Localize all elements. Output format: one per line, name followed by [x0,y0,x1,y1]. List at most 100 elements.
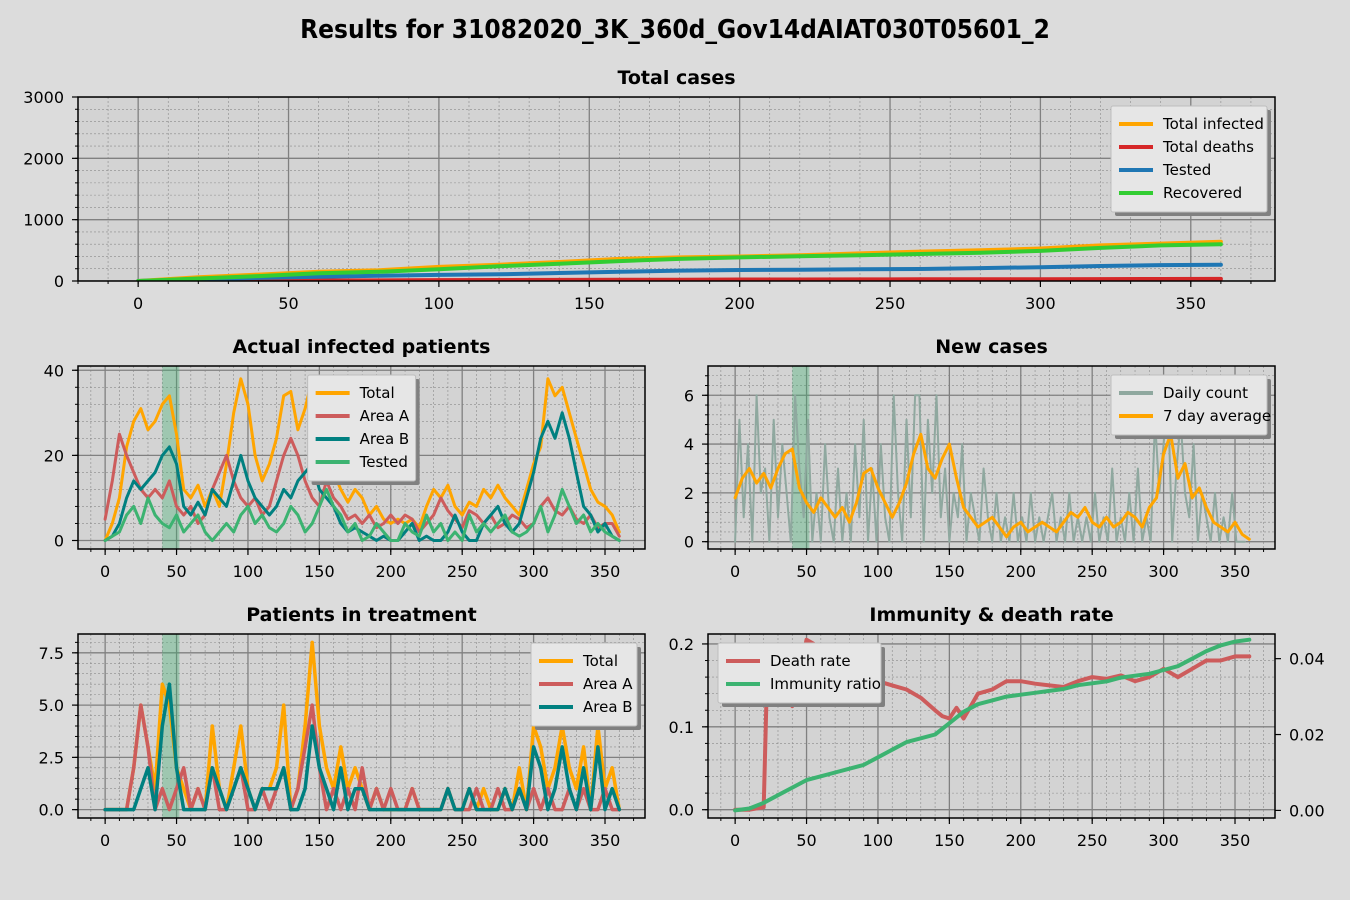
chart-title: Patients in treatment [246,604,476,626]
y-tick-label: 0.2 [669,635,694,654]
x-tick-label: 100 [863,831,894,850]
axes-frame [707,365,1276,550]
grid [78,97,1275,281]
x-tick-label: 350 [1176,294,1207,313]
shaded-span [162,366,180,549]
legend-label: Recovered [1163,184,1242,202]
x-tick-label: 350 [590,562,621,581]
x-tick-label: 100 [424,294,455,313]
legend-label: Daily count [1163,384,1248,402]
legend-label: Area B [583,698,633,716]
y-tick-label: 1000 [23,211,64,230]
y-tick-label: 6 [684,386,694,405]
x-tick-label: 0 [100,562,110,581]
y-tick-label: 2000 [23,149,64,168]
x-tick-label: 100 [233,831,264,850]
x-tick-label: 150 [304,562,335,581]
y-tick-label: 2 [684,484,694,503]
series-line-immunity-ratio [733,637,1252,813]
x-tick-label: 100 [233,562,264,581]
legend: Total Area A Area B [530,642,641,730]
chart-title: Immunity & death rate [869,604,1113,626]
chart-title: New cases [935,336,1048,358]
legend-label: Immunity ratio [770,675,881,693]
x-tick-label: 150 [934,831,965,850]
x-tick-label: 0 [730,831,740,850]
legend-label: Total infected [1162,115,1264,133]
x-tick-label: 200 [376,831,407,850]
x-tick-label: 250 [447,831,478,850]
x-tick-label: 350 [1220,831,1251,850]
chart-title: Total cases [617,67,735,89]
legend: Death rate Immunity ratio [717,642,885,707]
x-tick-label: 350 [590,831,621,850]
x-tick-label: 300 [1148,831,1179,850]
legend-label: Total [582,652,618,670]
y-tick-label: 0.0 [669,801,694,820]
series-line-recovered [136,242,1223,281]
x-tick-label: 250 [1077,831,1108,850]
x-tick-label: 150 [574,294,605,313]
series-group [103,377,621,542]
series-line-total [103,377,621,542]
x-tick-label: 0 [133,294,143,313]
y-right-tick-label: 0.00 [1289,801,1325,820]
y-tick-label: 5.0 [39,696,64,715]
axes-frame [77,365,646,550]
legend-box [717,642,882,704]
x-tick-label: 0 [100,831,110,850]
y-tick-label: 7.5 [39,644,64,663]
y-tick-label: 20 [44,446,64,465]
y-tick-label: 0 [54,531,64,550]
chart-new_cases: New cases 0 50 100 150 200 250 300 350 0 2 4 6 Daily … [684,336,1276,581]
x-tick-label: 250 [875,294,906,313]
legend: Daily count 7 day average [1110,374,1271,439]
x-tick-label: 350 [1220,562,1251,581]
x-tick-label: 150 [304,831,335,850]
legend: Total infected Total deaths Tested Recovere… [1110,105,1271,216]
x-tick-label: 0 [730,562,740,581]
legend: Total Area A Area B Tested [307,374,420,485]
y-tick-label: 4 [684,435,694,454]
x-tick-label: 300 [1025,294,1056,313]
chart-immunity_death: Immunity & death rate 0 50 100 150 200 250 300 3… [669,604,1325,850]
y-right-tick-label: 0.04 [1289,650,1325,669]
legend-box [1110,105,1268,213]
figure-title: Results for 31082020_3K_360d_Gov14dAIAT0… [300,15,1050,45]
y-right-tick-label: 0.02 [1289,726,1325,745]
y-tick-label: 0.0 [39,801,64,820]
axes-frame [707,633,1276,819]
y-tick-label: 0 [54,272,64,291]
x-tick-label: 300 [1148,562,1179,581]
x-tick-label: 50 [796,831,816,850]
chart-patients_treatment: Patients in treatment 0 50 100 150 200 250 300 3… [39,604,646,850]
x-tick-label: 200 [376,562,407,581]
legend-label: Total deaths [1162,138,1254,156]
legend-label: 7 day average [1163,407,1271,425]
y-tick-label: 3000 [23,88,64,107]
y-tick-label: 2.5 [39,748,64,767]
y-tick-label: 0 [684,533,694,552]
x-tick-label: 300 [518,831,549,850]
series-group [733,394,1251,543]
axes-frame [77,96,1276,282]
legend-label: Death rate [770,652,851,670]
legend-label: Area A [583,675,633,693]
legend-label: Total [359,384,395,402]
legend-label: Tested [359,453,408,471]
x-tick-label: 250 [1077,562,1108,581]
legend-label: Area B [360,430,410,448]
plot-area [78,97,1275,281]
series-line-tested [103,487,621,542]
x-tick-label: 200 [1006,831,1037,850]
x-tick-label: 200 [724,294,755,313]
legend-box [307,374,417,482]
series-line-area-b [103,682,622,812]
x-tick-label: 300 [518,562,549,581]
y-tick-label: 40 [44,361,64,380]
x-tick-label: 50 [796,562,816,581]
x-tick-label: 50 [166,562,186,581]
x-tick-label: 250 [447,562,478,581]
